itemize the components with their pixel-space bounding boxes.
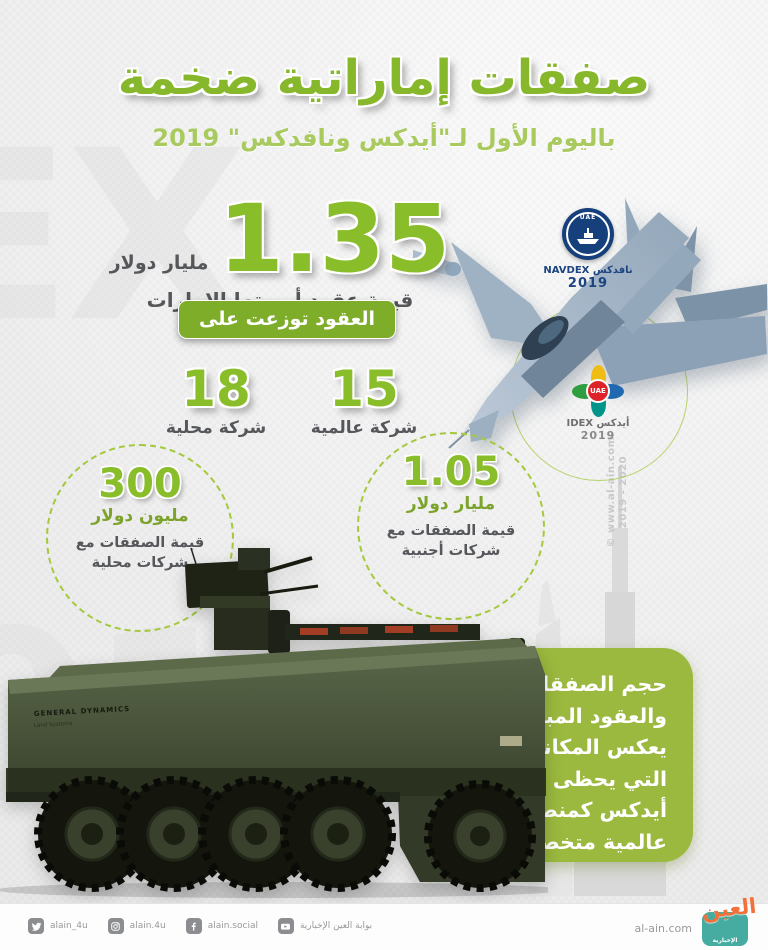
foreign-deals-caption: قيمة الصفقات مع شركات أجنبية <box>359 521 543 561</box>
foreign-deals-circle: 1.05 مليار دولار قيمة الصفقات مع شركات أ… <box>357 432 545 620</box>
fighter-jet-image <box>413 198 767 449</box>
footer-bar: alain_4u alain.4u alain.social بوابة الع… <box>0 894 768 950</box>
idex-flower-icon: UAE <box>572 365 624 417</box>
local-deals-unit: مليون دولار <box>91 506 189 526</box>
global-companies-label: شركة عالمية <box>310 418 418 438</box>
main-stat-value: 1.35 <box>218 184 451 294</box>
instagram-icon <box>107 918 124 934</box>
idex-name: أيدكس IDEX <box>566 418 630 429</box>
youtube-icon <box>277 918 294 934</box>
quote-line: أيدكس كمنصة <box>525 798 667 822</box>
main-stat-unit: مليار دولار <box>109 252 209 274</box>
local-deals-caption: قيمة الصفقات مع شركات محلية <box>48 533 232 573</box>
quote-line: يعكس المكانة <box>531 735 667 759</box>
navdex-badge-icon: UAE <box>562 208 614 260</box>
global-companies-stat: 15 شركة عالمية <box>298 364 430 438</box>
social-facebook: alain.social <box>185 918 258 934</box>
page-subtitle: باليوم الأول لـ"أيدكس ونافدكس" 2019 <box>152 124 616 152</box>
main-stat-block: مليار دولار 1.35 قيمة عقود أبرمتها الإما… <box>110 192 451 312</box>
foreign-deals-caption-line1: قيمة الصفقات مع <box>386 523 516 539</box>
warship-icon <box>577 228 599 244</box>
social-links-row: alain_4u alain.4u alain.social بوابة الع… <box>28 918 372 934</box>
social-twitter: alain_4u <box>28 918 88 934</box>
facebook-handle: alain.social <box>207 921 258 931</box>
idex-year: 2019 <box>580 429 616 442</box>
local-deals-caption-line1: قيمة الصفقات مع <box>75 535 205 551</box>
social-youtube: بوابة العين الإخبارية <box>277 918 373 934</box>
twitter-icon <box>28 918 44 934</box>
website-url: al-ain.com <box>634 922 692 935</box>
social-instagram: alain.4u <box>107 918 166 934</box>
navdex-uae-label: UAE <box>579 214 597 221</box>
idex-uae-label: UAE <box>586 379 610 403</box>
distribution-pill: العقود توزعت على <box>178 300 396 339</box>
alain-logo: العين الإخبارية <box>701 894 758 946</box>
local-companies-label: شركة محلية <box>165 418 267 438</box>
armored-vehicle-image: GENERAL DYNAMICS Land Systems <box>0 547 548 898</box>
local-companies-stat: 18 شركة محلية <box>150 364 282 438</box>
alain-logo-wordmark: العين <box>700 893 758 924</box>
alain-logo-subtext: الإخبارية <box>712 937 738 944</box>
foreign-deals-unit: مليار دولار <box>406 494 496 514</box>
vehicle-brand-subtext: Land Systems <box>34 721 73 729</box>
youtube-label: بوابة العين الإخبارية <box>299 921 373 931</box>
foreign-deals-value: 1.05 <box>401 449 501 495</box>
facebook-icon <box>185 918 202 934</box>
local-deals-caption-line2: شركات محلية <box>91 555 189 571</box>
navdex-logo: UAE نافدكس NAVDEX 2019 <box>540 208 636 291</box>
global-companies-count: 15 <box>329 360 399 418</box>
quote-line: حجم الصفقات <box>521 672 668 696</box>
page-title: صفقات إماراتية ضخمة <box>117 50 651 106</box>
navdex-name: نافدكس NAVDEX <box>543 265 633 276</box>
local-companies-count: 18 <box>181 360 251 418</box>
idex-logo: UAE أيدكس IDEX 2019 <box>548 365 648 442</box>
local-deals-circle: 300 مليون دولار قيمة الصفقات مع شركات مح… <box>46 444 234 632</box>
instagram-handle: alain.4u <box>129 921 166 931</box>
foreign-deals-caption-line2: شركات أجنبية <box>401 543 501 559</box>
twitter-handle: alain_4u <box>50 921 88 931</box>
local-deals-value: 300 <box>98 461 182 507</box>
vehicle-wheels <box>34 776 536 892</box>
navdex-year: 2019 <box>567 276 609 291</box>
alain-logo-square <box>702 912 748 946</box>
main-stat-row: مليار دولار 1.35 <box>110 192 451 286</box>
